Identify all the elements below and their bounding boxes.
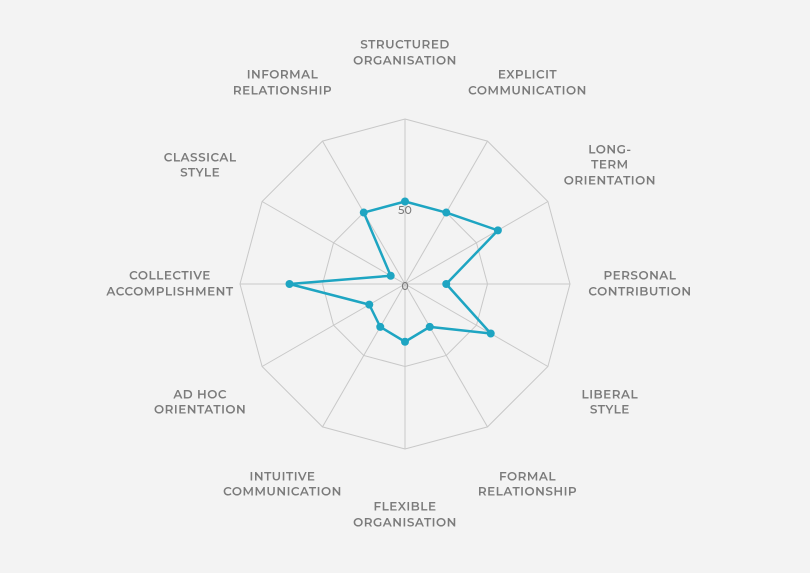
data-marker [401, 198, 409, 206]
radar-chart: 050STRUCTURED ORGANISATIONEXPLICIT COMMU… [0, 0, 810, 568]
data-marker [365, 301, 373, 309]
grid-spoke [323, 284, 406, 427]
data-polygon [290, 202, 498, 342]
grid-spoke [262, 202, 405, 285]
grid-spoke [405, 284, 488, 427]
data-marker [426, 323, 434, 331]
data-marker [387, 272, 395, 280]
data-marker [401, 338, 409, 346]
data-marker [442, 280, 450, 288]
data-marker [360, 209, 368, 217]
data-marker [376, 323, 384, 331]
grid-spoke [405, 202, 548, 285]
data-marker [494, 226, 502, 234]
data-marker [286, 280, 294, 288]
data-marker [442, 209, 450, 217]
radar-svg [0, 0, 810, 568]
data-marker [487, 330, 495, 338]
